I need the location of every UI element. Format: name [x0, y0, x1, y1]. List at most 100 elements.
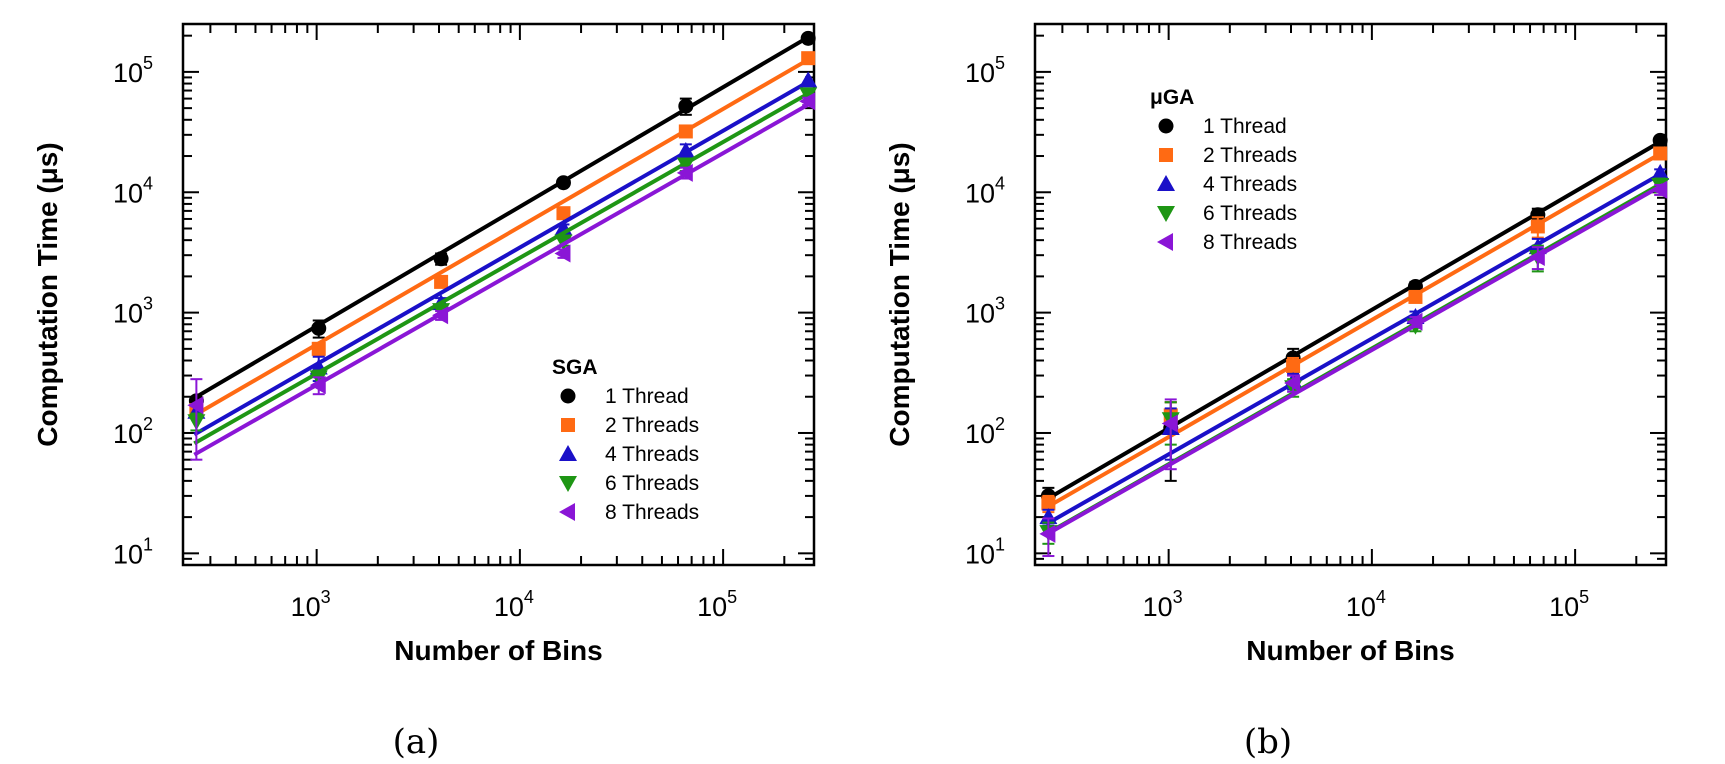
legend-marker: [559, 503, 575, 521]
legend-marker: [559, 445, 577, 461]
legend-marker: [1158, 118, 1174, 134]
y-tick-label: 104: [965, 173, 1005, 208]
x-tick-label: 103: [291, 587, 331, 622]
x-tick-label: 104: [1346, 587, 1386, 622]
data-point: [1284, 374, 1301, 393]
data-point: [311, 320, 327, 336]
fit-line: [193, 101, 812, 457]
axis-ticks: [183, 24, 814, 566]
panel-1: 103 104 105 101 102 103 104 105 Number of Bins Co…: [884, 22, 1670, 762]
legend-marker: [1157, 233, 1173, 251]
legend-label: 4 Threads: [605, 443, 699, 466]
data-point: [1530, 207, 1546, 223]
legend-label: 2 Threads: [1203, 144, 1297, 167]
series-2-threads: [189, 51, 816, 418]
legend: μGA 1 Thread 2 Threads 4 Threads 6 Threads 8 …: [1150, 86, 1297, 254]
legend-marker: [559, 476, 577, 492]
data-point: [556, 206, 571, 221]
legend-marker: [1157, 175, 1175, 191]
fit-line: [1045, 138, 1664, 502]
y-axis-title: Computation Time (μs): [32, 142, 63, 446]
y-tick-label: 102: [113, 414, 153, 449]
legend-label: 6 Threads: [605, 472, 699, 495]
data-point: [676, 163, 693, 182]
legend-label: 1 Thread: [1203, 115, 1287, 138]
plot-frame: [1033, 22, 1668, 567]
data-point: [1530, 219, 1545, 234]
data-point: [1653, 146, 1668, 161]
data-point: [676, 157, 695, 174]
axis-ticks: [1035, 24, 1666, 566]
series-4-threads: [187, 71, 818, 437]
legend-label: 6 Threads: [1203, 202, 1297, 225]
fit-line: [1045, 183, 1664, 537]
legend-title: μGA: [1150, 86, 1194, 109]
data-point: [1161, 414, 1178, 433]
data-point: [1528, 247, 1545, 266]
data-point: [309, 376, 326, 395]
legend-marker: [560, 388, 576, 404]
data-point: [1651, 163, 1670, 180]
x-tick-label: 103: [1143, 587, 1183, 622]
panel-label: (b): [1244, 722, 1292, 762]
data-point: [433, 251, 449, 267]
data-point: [1041, 496, 1056, 511]
data-point: [800, 30, 816, 46]
data-point: [678, 124, 693, 139]
panel-label: (a): [393, 722, 440, 762]
data-point: [1286, 359, 1301, 374]
plot-frame: [181, 22, 816, 567]
y-tick-label: 105: [965, 53, 1005, 88]
data-point: [1652, 132, 1668, 148]
series-2-threads: [1041, 146, 1668, 514]
y-tick-label: 103: [113, 294, 153, 329]
legend-label: 8 Threads: [1203, 231, 1297, 254]
legend: SGA 1 Thread 2 Threads 4 Threads 6 Threads 8 …: [552, 356, 699, 524]
legend-marker: [561, 418, 575, 432]
series-8-threads: [1039, 180, 1668, 558]
data-point: [434, 274, 449, 289]
legend-label: 4 Threads: [1203, 173, 1297, 196]
legend-label: 8 Threads: [605, 501, 699, 524]
data-point: [801, 51, 816, 66]
x-tick-label: 105: [697, 587, 737, 622]
data-point: [187, 396, 204, 415]
data-point: [678, 98, 694, 114]
legend-marker: [1157, 206, 1175, 222]
fit-line: [1045, 150, 1664, 510]
data-point: [432, 306, 449, 325]
series-1-thread: [188, 30, 816, 409]
x-axis-title: Number of Bins: [394, 635, 602, 666]
legend-label: 2 Threads: [605, 414, 699, 437]
data-point: [311, 341, 326, 356]
series-1-thread: [1040, 132, 1668, 507]
data-point: [554, 244, 571, 263]
data-point: [799, 87, 818, 104]
data-point: [799, 92, 816, 111]
data-point: [1039, 508, 1058, 525]
x-axis-title: Number of Bins: [1246, 635, 1454, 666]
data-point: [1039, 524, 1056, 543]
data-point: [555, 175, 571, 191]
y-tick-label: 101: [965, 534, 1005, 569]
series-8-threads: [187, 92, 816, 461]
data-point: [1651, 180, 1668, 199]
fit-line: [1045, 171, 1664, 526]
fit-line: [193, 33, 812, 400]
y-tick-label: 102: [965, 414, 1005, 449]
y-tick-label: 103: [965, 294, 1005, 329]
data-point: [1408, 289, 1423, 304]
data-point: [799, 71, 818, 88]
legend-marker: [1159, 148, 1173, 162]
y-axis-title: Computation Time (μs): [884, 142, 915, 446]
y-tick-label: 104: [113, 173, 153, 208]
series-6-threads: [187, 87, 818, 446]
data-point: [676, 142, 695, 159]
x-tick-label: 105: [1549, 587, 1589, 622]
fit-line: [193, 78, 812, 437]
fit-line: [193, 90, 812, 446]
y-tick-label: 105: [113, 53, 153, 88]
legend-label: 1 Thread: [605, 385, 689, 408]
panel-0: 103 104 105 101 102 103 104 105 Number of Bins Co…: [32, 22, 818, 762]
